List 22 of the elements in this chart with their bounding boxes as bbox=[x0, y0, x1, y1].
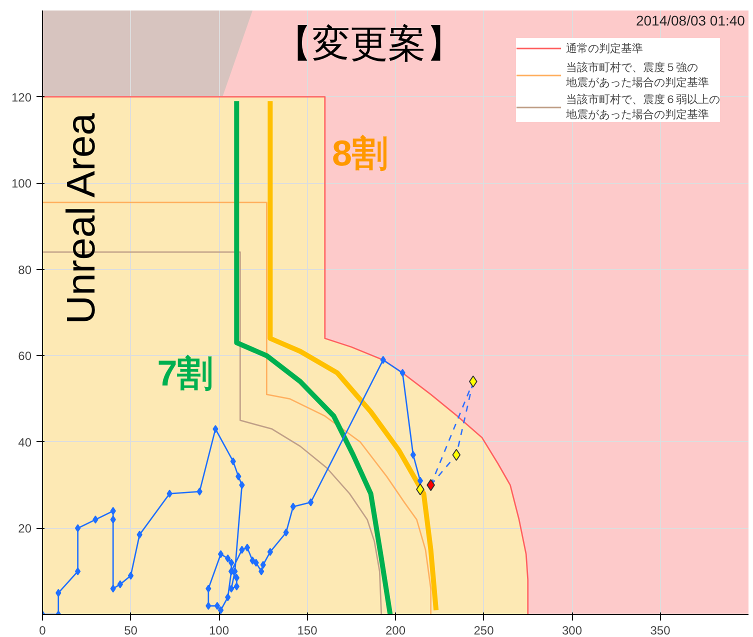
legend-label: 通常の判定基準 bbox=[566, 40, 643, 56]
legend-label: 当該市町村で、震度５強の地震があった場合の判定基準 bbox=[566, 60, 709, 90]
annotation: 7割 bbox=[157, 352, 214, 394]
legend-label: 当該市町村で、震度６弱以上の地震があった場合の判定基準 bbox=[566, 92, 720, 122]
y-tick-label: 100 bbox=[11, 176, 32, 191]
x-tick-label: 250 bbox=[474, 624, 494, 637]
annotation: 【変更案】 bbox=[274, 23, 464, 66]
annotation: Unreal Area bbox=[59, 112, 104, 324]
y-tick-label: 20 bbox=[18, 522, 32, 536]
y-tick-label: 80 bbox=[18, 262, 32, 277]
y-tick-label: 60 bbox=[18, 349, 32, 364]
x-tick-label: 100 bbox=[208, 624, 230, 637]
y-tick-label: 40 bbox=[18, 435, 32, 450]
x-tick-label: 300 bbox=[562, 624, 582, 637]
x-tick-label: 50 bbox=[124, 624, 138, 637]
x-tick-label: 200 bbox=[385, 624, 406, 637]
x-tick-label: 0 bbox=[39, 624, 46, 637]
x-tick-label: 350 bbox=[650, 624, 671, 637]
annotation: 8割 bbox=[332, 132, 388, 174]
y-tick-label: 120 bbox=[11, 90, 32, 104]
annotation: 2014/08/03 01:40 bbox=[636, 12, 746, 29]
x-tick-label: 150 bbox=[297, 624, 318, 637]
